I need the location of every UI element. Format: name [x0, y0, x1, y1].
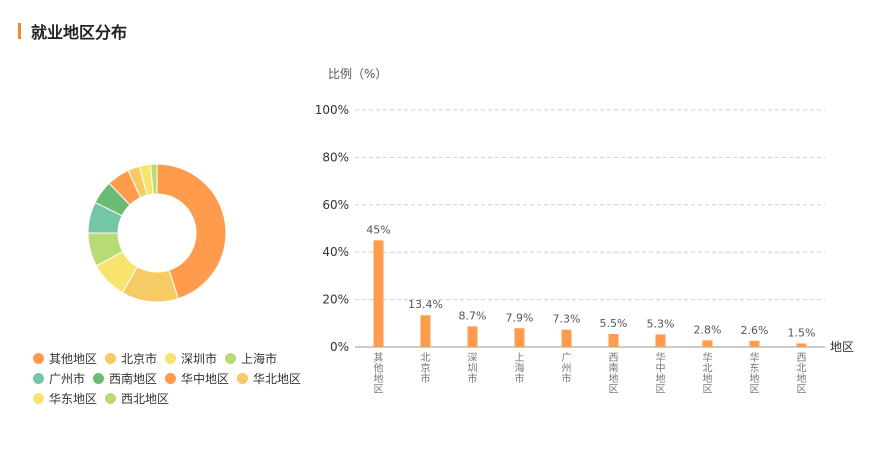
bar[interactable]: [796, 343, 807, 347]
legend-label: 华中地区: [181, 371, 230, 386]
page-title: 就业地区分布: [31, 23, 128, 42]
bar-value-label: 7.3%: [553, 313, 581, 326]
donut-chart: [87, 163, 227, 303]
legend-item[interactable]: 西南地区: [93, 370, 157, 386]
legend-item[interactable]: 广州市: [33, 370, 85, 386]
donut-slice[interactable]: [156, 163, 227, 300]
bar-value-label: 2.6%: [741, 324, 769, 337]
legend-swatch: [33, 352, 44, 364]
bar-value-label: 5.3%: [647, 317, 675, 330]
bar[interactable]: [514, 328, 525, 347]
x-tick-label: 华东地区: [750, 351, 760, 396]
legend-swatch: [93, 372, 105, 384]
legend-swatch: [105, 392, 117, 404]
bar-chart: 比例（%） 0% 20% 40% 60% 80% 100% 地区 45% 其他地区 13.4% 北京市…: [315, 67, 854, 396]
bar[interactable]: [467, 326, 478, 347]
legend-swatch: [33, 372, 44, 384]
x-tick-label: 西北地区: [797, 353, 807, 396]
bar-value-label: 2.8%: [694, 323, 722, 336]
y-tick-label: 40%: [322, 245, 349, 259]
bar-value-label: 45%: [366, 223, 390, 236]
legend-swatch: [237, 372, 249, 384]
bar[interactable]: [420, 315, 431, 347]
y-tick-label: 0%: [330, 340, 349, 354]
x-tick-label: 北京市: [421, 352, 431, 385]
section-header: 就业地区分布: [18, 22, 128, 42]
legend-item[interactable]: 西北地区: [105, 390, 169, 406]
legend-label: 西南地区: [109, 371, 158, 386]
legend-label: 西北地区: [121, 391, 170, 406]
y-tick-label: 80%: [322, 150, 349, 164]
x-axis-label: 地区: [830, 340, 854, 354]
legend-item[interactable]: 其他地区: [33, 350, 97, 366]
x-tick-label: 华北地区: [703, 351, 713, 396]
bar[interactable]: [749, 340, 760, 347]
bar-value-label: 8.7%: [459, 309, 487, 322]
legend-swatch: [165, 352, 177, 364]
legend-item[interactable]: 华中地区: [165, 370, 229, 386]
bar-value-label: 7.9%: [506, 311, 534, 324]
x-tick-label: 华中地区: [656, 351, 666, 396]
x-tick-label: 上海市: [515, 352, 525, 385]
bar[interactable]: [608, 333, 619, 347]
y-tick-label: 20%: [322, 293, 349, 307]
legend-swatch: [165, 372, 177, 384]
legend-item[interactable]: 深圳市: [165, 350, 217, 366]
legend-label: 其他地区: [49, 351, 98, 366]
legend-swatch: [33, 392, 44, 404]
legend-label: 北京市: [121, 351, 158, 366]
y-tick-label: 60%: [322, 198, 349, 212]
legend-label: 华北地区: [253, 371, 302, 386]
legend-label: 广州市: [49, 371, 86, 386]
legend-item[interactable]: 华东地区: [33, 390, 97, 406]
bar-value-label: 1.5%: [788, 326, 816, 339]
bar-value-label: 5.5%: [600, 317, 628, 330]
bar[interactable]: [702, 340, 713, 347]
legend-label: 上海市: [241, 351, 278, 366]
x-tick-label: 其他地区: [374, 352, 384, 396]
donut-slice[interactable]: [149, 163, 158, 195]
legend-label: 华东地区: [49, 391, 98, 406]
y-tick-label: 100%: [315, 103, 349, 117]
legend-swatch: [105, 352, 117, 364]
bar-value-label: 13.4%: [408, 298, 443, 311]
legend-swatch: [225, 352, 237, 364]
x-tick-label: 西南地区: [609, 353, 619, 396]
y-axis-label: 比例（%）: [328, 67, 387, 81]
legend-item[interactable]: 北京市: [105, 350, 157, 366]
x-tick-label: 广州市: [562, 352, 572, 385]
title-accent-bar: [18, 23, 21, 39]
legend-label: 深圳市: [181, 351, 218, 366]
legend-item[interactable]: 上海市: [225, 350, 277, 366]
donut-legend: 其他地区 北京市 深圳市 上海市广州市 西南地区 华中地区 华北地区华东地区 西北地区: [33, 350, 333, 406]
bar[interactable]: [561, 329, 572, 347]
bar[interactable]: [655, 334, 666, 347]
legend-item[interactable]: 华北地区: [237, 370, 301, 386]
bar[interactable]: [373, 240, 384, 347]
x-tick-label: 深圳市: [468, 352, 478, 385]
